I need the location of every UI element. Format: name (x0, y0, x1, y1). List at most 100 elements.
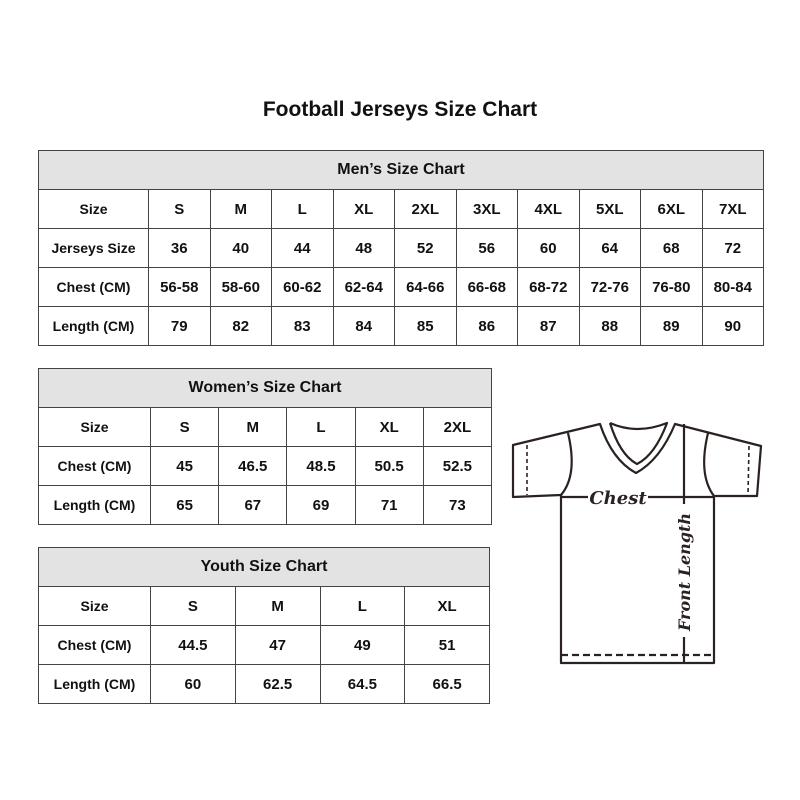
armhole-right (703, 432, 715, 497)
table-cell: 87 (517, 306, 580, 346)
table-cell: 83 (271, 306, 334, 346)
table-cell: 72-76 (578, 267, 641, 307)
table-cell: 52.5 (422, 446, 493, 486)
table-cell: L (286, 407, 356, 447)
row-label: Size (38, 586, 151, 626)
table-cell: 7XL (701, 189, 764, 229)
table-cell: 2XL (394, 189, 457, 229)
table-cell: M (234, 586, 321, 626)
row-label: Size (38, 407, 151, 447)
table-cell: S (149, 407, 220, 447)
mens-size-table: Men’s Size Chart Size S M L XL 2XL 3XL 4XL 5XL 6X… (38, 150, 764, 346)
sleeve-seam-right (747, 445, 750, 496)
table-cell: 82 (209, 306, 272, 346)
table-cell: 62-64 (332, 267, 395, 307)
table-row: Length (CM) 79 82 83 84 85 86 87 88 89 90 (38, 306, 764, 346)
armhole-left (560, 432, 573, 496)
table-cell: 56 (455, 228, 518, 268)
table-cell: 49 (319, 625, 406, 665)
table-cell: 58-60 (209, 267, 272, 307)
table-cell: 60 (150, 664, 236, 704)
table-cell: 60-62 (271, 267, 334, 307)
table-cell: XL (332, 189, 395, 229)
table-cell: 88 (578, 306, 641, 346)
page-title: Football Jerseys Size Chart (262, 98, 538, 121)
collar-inner (608, 421, 669, 466)
table-cell: S (150, 586, 236, 626)
table-cell: 68 (640, 228, 703, 268)
womens-heading: Women’s Size Chart (38, 368, 492, 408)
table-cell: 66.5 (404, 664, 490, 704)
table-cell: 76-80 (640, 267, 703, 307)
table-cell: 66-68 (455, 267, 518, 307)
table-cell: 71 (354, 485, 424, 525)
table-cell: 89 (640, 306, 703, 346)
table-cell: 51 (404, 625, 490, 665)
front-length-label: Front Length (675, 513, 694, 632)
table-cell: 40 (209, 228, 272, 268)
table-row: Chest (CM) 56-58 58-60 60-62 62-64 64-66 66-68… (38, 267, 764, 307)
table-cell: XL (354, 407, 424, 447)
table-cell: 72 (701, 228, 764, 268)
table-cell: 44 (271, 228, 334, 268)
table-row: Length (CM) 65 67 69 71 73 (38, 485, 493, 525)
table-row: Chest (CM) 44.5 47 49 51 (38, 625, 490, 665)
table-cell: L (271, 189, 334, 229)
table-cell: 50.5 (354, 446, 424, 486)
jersey-diagram: Chest Front Length (511, 421, 763, 665)
row-label: Jerseys Size (38, 228, 149, 268)
table-cell: 60 (517, 228, 580, 268)
table-cell: 73 (422, 485, 493, 525)
table-cell: 86 (455, 306, 518, 346)
table-row: Length (CM) 60 62.5 64.5 66.5 (38, 664, 490, 704)
table-cell: 68-72 (517, 267, 580, 307)
table-row: Size S M L XL 2XL 3XL 4XL 5XL 6XL 7XL (38, 189, 764, 229)
table-row: Size S M L XL (38, 586, 490, 626)
row-label: Length (CM) (38, 306, 149, 346)
row-label: Length (CM) (38, 485, 151, 525)
chest-label: Chest (589, 488, 647, 509)
table-cell: 90 (701, 306, 764, 346)
table-cell: 56-58 (148, 267, 211, 307)
table-cell: 45 (149, 446, 220, 486)
table-cell: 67 (218, 485, 288, 525)
table-cell: 69 (286, 485, 356, 525)
table-cell: L (319, 586, 406, 626)
table-cell: 48 (332, 228, 395, 268)
table-cell: 44.5 (150, 625, 236, 665)
mens-heading: Men’s Size Chart (38, 150, 764, 190)
table-cell: 46.5 (218, 446, 288, 486)
table-cell: XL (404, 586, 490, 626)
shirt-outline (511, 422, 763, 665)
row-label: Chest (CM) (38, 267, 149, 307)
table-cell: 48.5 (286, 446, 356, 486)
table-cell: 47 (234, 625, 321, 665)
table-cell: M (209, 189, 272, 229)
table-cell: M (218, 407, 288, 447)
table-cell: 62.5 (234, 664, 321, 704)
table-cell: 3XL (455, 189, 518, 229)
youth-size-table: Youth Size Chart Size S M L XL Chest (CM) 44.5… (38, 547, 490, 704)
table-cell: 64-66 (394, 267, 457, 307)
table-cell: 52 (394, 228, 457, 268)
row-label: Chest (CM) (38, 446, 151, 486)
table-row: Size S M L XL 2XL (38, 407, 493, 447)
table-cell: 6XL (640, 189, 703, 229)
table-row: Jerseys Size 36 40 44 48 52 56 60 64 68 72 (38, 228, 764, 268)
table-row: Chest (CM) 45 46.5 48.5 50.5 52.5 (38, 446, 493, 486)
table-cell: 65 (149, 485, 220, 525)
row-label: Size (38, 189, 149, 229)
table-cell: 36 (148, 228, 211, 268)
table-cell: 64.5 (319, 664, 406, 704)
table-cell: 85 (394, 306, 457, 346)
table-cell: 2XL (422, 407, 493, 447)
row-label: Chest (CM) (38, 625, 151, 665)
table-cell: 79 (148, 306, 211, 346)
table-cell: 64 (578, 228, 641, 268)
table-cell: 4XL (517, 189, 580, 229)
womens-size-table: Women’s Size Chart Size S M L XL 2XL Chest (CM… (38, 368, 493, 525)
table-cell: 5XL (578, 189, 641, 229)
youth-heading: Youth Size Chart (38, 547, 490, 587)
table-cell: 84 (332, 306, 395, 346)
